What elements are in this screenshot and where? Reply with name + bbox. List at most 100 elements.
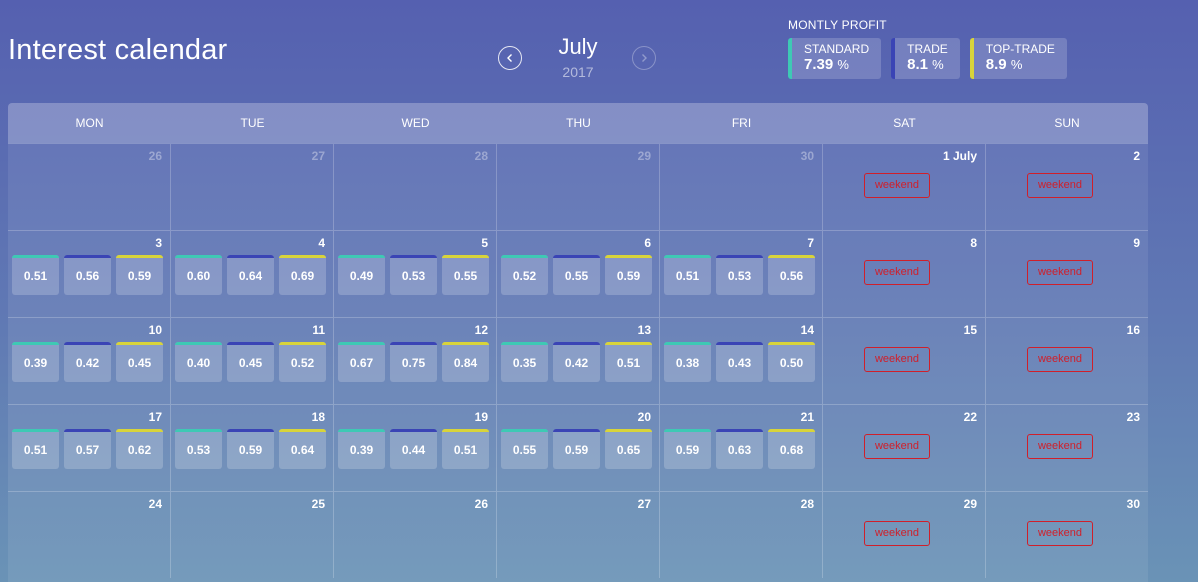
day-cell[interactable]: 5 0.49 0.53 0.55 xyxy=(334,231,497,317)
day-cell[interactable]: 3 0.51 0.56 0.59 xyxy=(8,231,171,317)
day-cell[interactable]: 7 0.51 0.53 0.56 xyxy=(660,231,823,317)
day-cell[interactable]: 29 weekend xyxy=(823,492,986,578)
rate-standard[interactable]: 0.52 xyxy=(501,255,548,295)
day-cell[interactable]: 15 weekend xyxy=(823,318,986,404)
rate-trade[interactable]: 0.42 xyxy=(64,342,111,382)
rate-standard[interactable]: 0.53 xyxy=(175,429,222,469)
day-cell[interactable]: 30 weekend xyxy=(986,492,1148,578)
rate-top-trade[interactable]: 0.51 xyxy=(442,429,489,469)
rate-top-trade[interactable]: 0.45 xyxy=(116,342,163,382)
day-cell[interactable]: 4 0.60 0.64 0.69 xyxy=(171,231,334,317)
interest-calendar: MON TUE WED THU FRI SAT SUN 26 27 28 29 30 1 July we… xyxy=(8,103,1148,582)
day-cell[interactable]: 2 weekend xyxy=(986,144,1148,230)
weekend-badge: weekend xyxy=(1027,521,1093,546)
day-cell[interactable]: 11 0.40 0.45 0.52 xyxy=(171,318,334,404)
day-cell[interactable]: 9 weekend xyxy=(986,231,1148,317)
day-cell[interactable]: 25 xyxy=(171,492,334,578)
rate-standard[interactable]: 0.51 xyxy=(12,255,59,295)
rate-top-trade[interactable]: 0.52 xyxy=(279,342,326,382)
day-cell[interactable]: 24 xyxy=(8,492,171,578)
rate-trade[interactable]: 0.63 xyxy=(716,429,763,469)
day-cell[interactable]: 27 xyxy=(497,492,660,578)
weekday-fri: FRI xyxy=(731,116,752,130)
day-cell[interactable]: 16 weekend xyxy=(986,318,1148,404)
profit-card-trade: TRADE 8.1 % xyxy=(891,38,960,79)
rate-trade[interactable]: 0.55 xyxy=(553,255,600,295)
rate-trade[interactable]: 0.45 xyxy=(227,342,274,382)
profit-card-unit: % xyxy=(1010,57,1023,72)
rate-standard[interactable]: 0.38 xyxy=(664,342,711,382)
rate-standard[interactable]: 0.49 xyxy=(338,255,385,295)
rate-top-trade[interactable]: 0.55 xyxy=(442,255,489,295)
rate-standard[interactable]: 0.51 xyxy=(12,429,59,469)
weekday-mon: MON xyxy=(75,116,104,130)
rate-trade[interactable]: 0.56 xyxy=(64,255,111,295)
day-number: 28 xyxy=(474,149,488,163)
rate-standard[interactable]: 0.59 xyxy=(664,429,711,469)
rate-standard[interactable]: 0.51 xyxy=(664,255,711,295)
rate-top-trade[interactable]: 0.50 xyxy=(768,342,815,382)
rate-top-trade[interactable]: 0.59 xyxy=(116,255,163,295)
rate-top-trade[interactable]: 0.51 xyxy=(605,342,652,382)
day-cell[interactable]: 12 0.67 0.75 0.84 xyxy=(334,318,497,404)
day-number: 29 xyxy=(637,149,651,163)
rate-trade[interactable]: 0.59 xyxy=(553,429,600,469)
day-cell[interactable]: 14 0.38 0.43 0.50 xyxy=(660,318,823,404)
day-cell[interactable]: 13 0.35 0.42 0.51 xyxy=(497,318,660,404)
rate-standard[interactable]: 0.60 xyxy=(175,255,222,295)
day-cell[interactable]: 22 weekend xyxy=(823,405,986,491)
previous-month-button[interactable] xyxy=(498,46,522,70)
current-year: 2017 xyxy=(562,64,594,80)
rate-top-trade[interactable]: 0.64 xyxy=(279,429,326,469)
rate-top-trade[interactable]: 0.59 xyxy=(605,255,652,295)
next-month-button[interactable] xyxy=(632,46,656,70)
day-number: 14 xyxy=(800,323,814,337)
rate-standard[interactable]: 0.40 xyxy=(175,342,222,382)
day-cell[interactable]: 28 xyxy=(660,492,823,578)
day-cell[interactable]: 19 0.39 0.44 0.51 xyxy=(334,405,497,491)
weekday-wed: WED xyxy=(401,116,430,130)
day-cell[interactable]: 26 xyxy=(334,492,497,578)
rate-trade[interactable]: 0.57 xyxy=(64,429,111,469)
day-cell[interactable]: 1 July weekend xyxy=(823,144,986,230)
rate-standard[interactable]: 0.39 xyxy=(338,429,385,469)
day-cell[interactable]: 17 0.51 0.57 0.62 xyxy=(8,405,171,491)
day-cell[interactable]: 28 xyxy=(334,144,497,230)
weekend-badge: weekend xyxy=(1027,260,1093,285)
rate-top-trade[interactable]: 0.65 xyxy=(605,429,652,469)
day-rates: 0.67 0.75 0.84 xyxy=(338,342,489,382)
rate-top-trade[interactable]: 0.68 xyxy=(768,429,815,469)
day-cell[interactable]: 30 xyxy=(660,144,823,230)
rate-trade[interactable]: 0.64 xyxy=(227,255,274,295)
rate-trade[interactable]: 0.53 xyxy=(716,255,763,295)
day-cell[interactable]: 20 0.55 0.59 0.65 xyxy=(497,405,660,491)
weekend-badge: weekend xyxy=(1027,347,1093,372)
day-rates: 0.39 0.44 0.51 xyxy=(338,429,489,469)
day-cell[interactable]: 26 xyxy=(8,144,171,230)
day-cell[interactable]: 29 xyxy=(497,144,660,230)
rate-top-trade[interactable]: 0.62 xyxy=(116,429,163,469)
day-cell[interactable]: 8 weekend xyxy=(823,231,986,317)
rate-trade[interactable]: 0.42 xyxy=(553,342,600,382)
rate-top-trade[interactable]: 0.56 xyxy=(768,255,815,295)
day-rates: 0.60 0.64 0.69 xyxy=(175,255,326,295)
day-cell[interactable]: 23 weekend xyxy=(986,405,1148,491)
rate-trade[interactable]: 0.43 xyxy=(716,342,763,382)
day-cell[interactable]: 18 0.53 0.59 0.64 xyxy=(171,405,334,491)
rate-top-trade[interactable]: 0.84 xyxy=(442,342,489,382)
rate-standard[interactable]: 0.39 xyxy=(12,342,59,382)
day-cell[interactable]: 21 0.59 0.63 0.68 xyxy=(660,405,823,491)
day-cell[interactable]: 6 0.52 0.55 0.59 xyxy=(497,231,660,317)
day-cell[interactable]: 27 xyxy=(171,144,334,230)
rate-standard[interactable]: 0.35 xyxy=(501,342,548,382)
rate-trade[interactable]: 0.53 xyxy=(390,255,437,295)
chevron-right-icon xyxy=(642,54,647,62)
weekend-badge: weekend xyxy=(1027,173,1093,198)
rate-top-trade[interactable]: 0.69 xyxy=(279,255,326,295)
day-cell[interactable]: 10 0.39 0.42 0.45 xyxy=(8,318,171,404)
rate-standard[interactable]: 0.55 xyxy=(501,429,548,469)
rate-trade[interactable]: 0.44 xyxy=(390,429,437,469)
rate-trade[interactable]: 0.59 xyxy=(227,429,274,469)
rate-trade[interactable]: 0.75 xyxy=(390,342,437,382)
rate-standard[interactable]: 0.67 xyxy=(338,342,385,382)
